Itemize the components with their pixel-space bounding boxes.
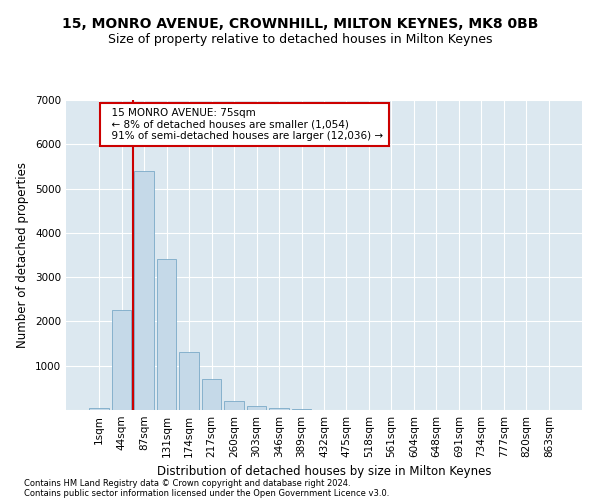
Bar — [134, 171, 154, 410]
Bar — [89, 408, 109, 410]
Bar — [292, 409, 311, 410]
Bar — [247, 406, 266, 410]
Bar — [112, 310, 131, 410]
Text: 15, MONRO AVENUE, CROWNHILL, MILTON KEYNES, MK8 0BB: 15, MONRO AVENUE, CROWNHILL, MILTON KEYN… — [62, 18, 538, 32]
Text: Contains public sector information licensed under the Open Government Licence v3: Contains public sector information licen… — [24, 488, 389, 498]
Bar — [157, 260, 176, 410]
Text: Size of property relative to detached houses in Milton Keynes: Size of property relative to detached ho… — [108, 32, 492, 46]
Bar — [269, 408, 289, 410]
Text: Contains HM Land Registry data © Crown copyright and database right 2024.: Contains HM Land Registry data © Crown c… — [24, 478, 350, 488]
Text: 15 MONRO AVENUE: 75sqm
  ← 8% of detached houses are smaller (1,054)
  91% of se: 15 MONRO AVENUE: 75sqm ← 8% of detached … — [106, 108, 383, 141]
Bar — [202, 379, 221, 410]
Bar — [224, 401, 244, 410]
Y-axis label: Number of detached properties: Number of detached properties — [16, 162, 29, 348]
X-axis label: Distribution of detached houses by size in Milton Keynes: Distribution of detached houses by size … — [157, 466, 491, 478]
Bar — [179, 352, 199, 410]
